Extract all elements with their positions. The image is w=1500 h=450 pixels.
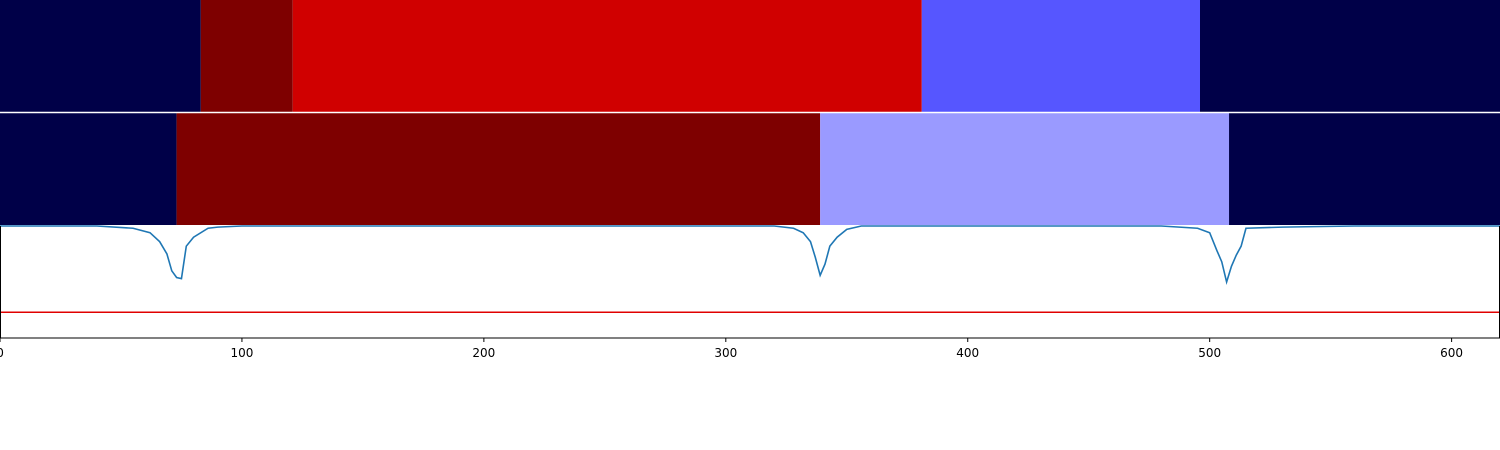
x-tick-label: 300 bbox=[714, 346, 737, 360]
signal-background bbox=[0, 226, 1500, 338]
segment-row1-0 bbox=[0, 0, 201, 112]
x-axis: 0 100 200 300 400 500 600 bbox=[0, 338, 1463, 360]
segment-row1-3 bbox=[921, 0, 1200, 112]
signal-line bbox=[0, 225, 1500, 286]
segment-row-2 bbox=[0, 113, 1500, 225]
x-tick-label: 400 bbox=[956, 346, 979, 360]
segment-row2-2 bbox=[820, 113, 1230, 225]
x-tick-label: 100 bbox=[230, 346, 253, 360]
segment-row-1 bbox=[0, 0, 1500, 112]
segment-row1-2 bbox=[292, 0, 922, 112]
x-tick-label: 500 bbox=[1198, 346, 1221, 360]
segment-row1-4 bbox=[1200, 0, 1500, 112]
x-tick-label: 0 bbox=[0, 346, 4, 360]
x-tick-label: 600 bbox=[1440, 346, 1463, 360]
segment-row2-0 bbox=[0, 113, 177, 225]
segment-row2-3 bbox=[1229, 113, 1500, 225]
x-tick-label: 200 bbox=[472, 346, 495, 360]
segment-row1-1 bbox=[200, 0, 293, 112]
signal-panel bbox=[0, 225, 1500, 339]
segment-row2-1 bbox=[176, 113, 821, 225]
